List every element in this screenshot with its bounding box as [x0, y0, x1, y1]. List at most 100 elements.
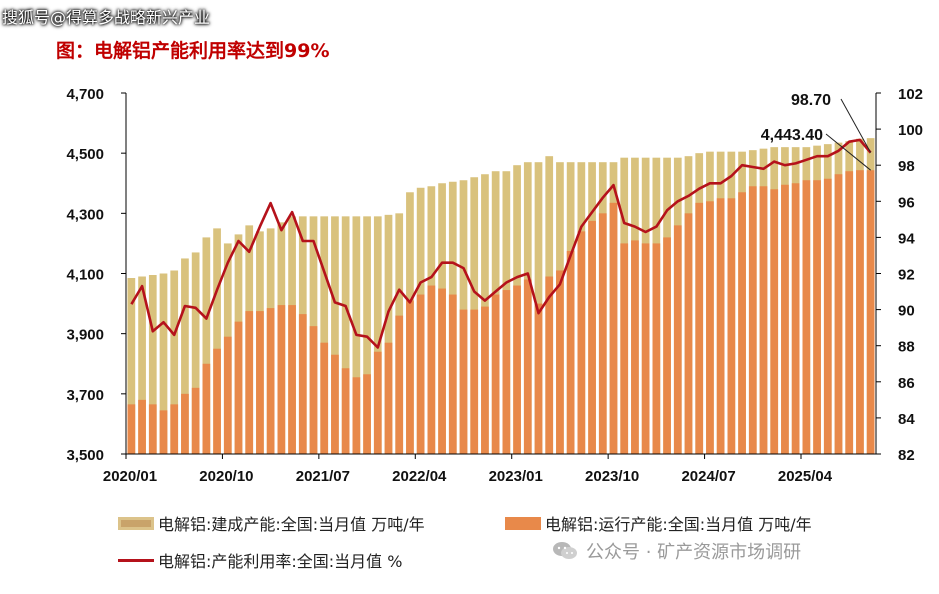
bar-running-capacity [759, 186, 768, 454]
bar-running-capacity [320, 342, 329, 454]
bar-built-capacity [320, 216, 329, 454]
left-axis-tick-label: 4,300 [66, 206, 104, 223]
legend-swatch-utilization [118, 558, 154, 562]
x-axis-tick-label: 2023/10 [585, 468, 639, 485]
bar-running-capacity [352, 377, 361, 454]
bar-running-capacity [727, 198, 736, 454]
bar-running-capacity [791, 183, 800, 454]
bar-running-capacity [416, 294, 425, 454]
bar-running-capacity [823, 178, 832, 455]
bar-running-capacity [213, 348, 221, 454]
bar-running-capacity [448, 294, 457, 454]
right-axis-tick-label: 88 [898, 339, 915, 356]
right-axis-tick-label: 84 [898, 411, 915, 428]
bar-built-capacity [213, 228, 221, 454]
left-axis-tick-label: 4,700 [66, 86, 104, 103]
left-axis-tick-label: 3,500 [66, 447, 104, 464]
legend-label-utilization: 电解铝:产能利用率:全国:当月值 % [158, 552, 403, 571]
bar-running-capacity [566, 250, 575, 454]
bar-running-capacity [202, 363, 211, 454]
bar-running-capacity [170, 404, 179, 454]
watermark: 搜狐号@得算多战略新兴产业 [2, 8, 211, 27]
bar-running-capacity [620, 243, 629, 454]
bar-running-capacity [781, 184, 789, 455]
bar-running-capacity [181, 393, 189, 454]
right-axis-tick-label: 86 [898, 375, 915, 392]
legend-swatch-running-capacity [505, 516, 541, 530]
bar-running-capacity [288, 305, 296, 454]
left-axis-tick-label: 4,500 [66, 146, 104, 163]
bar-running-capacity [438, 288, 446, 454]
bar-running-capacity [556, 270, 564, 454]
bar-running-capacity [866, 170, 875, 454]
bar-built-capacity [373, 216, 382, 454]
bar-built-capacity [384, 214, 393, 454]
bar-running-capacity [373, 351, 382, 454]
chart: 3,500 3,700 3,900 4,100 4,300 4,500 4,700 82 84 8… [66, 86, 923, 485]
bar-running-capacity [341, 368, 350, 454]
annotation-utilization-label: 98.70 [791, 92, 831, 109]
bar-running-capacity [673, 225, 682, 454]
bar-running-capacity [491, 294, 500, 454]
bar-running-capacity [127, 404, 136, 454]
bar-running-capacity [534, 303, 543, 454]
left-axis-tick-label: 4,100 [66, 267, 104, 284]
bar-built-capacity [159, 273, 168, 454]
bar-running-capacity [138, 399, 146, 454]
bar-built-capacity [191, 252, 200, 454]
bar-built-capacity [170, 270, 179, 454]
bar-running-capacity [459, 309, 468, 454]
bar-running-capacity [406, 300, 414, 454]
right-axis-tick-label: 96 [898, 194, 915, 211]
bar-running-capacity [256, 311, 264, 454]
right-axis-tick-label: 102 [898, 86, 923, 103]
right-axis-tick-label: 94 [898, 230, 915, 247]
bar-running-capacity [577, 231, 586, 454]
legend-item-running-capacity: 电解铝:运行产能:全国:当月值 万吨/年 [505, 511, 812, 535]
bar-running-capacity [223, 336, 232, 454]
wechat-watermark: 公众号 · 矿产资源市场调研 [552, 538, 801, 564]
annotation-leader-utilization [840, 98, 872, 153]
bar-running-capacity [191, 387, 200, 454]
bar-built-capacity [181, 258, 189, 454]
right-axis-tick-label: 82 [898, 447, 915, 464]
bar-running-capacity [266, 308, 275, 454]
bar-built-capacity [148, 275, 157, 454]
bar-running-capacity [631, 240, 639, 454]
bar-running-capacity [363, 374, 371, 454]
bar-running-capacity [502, 290, 511, 454]
bar-running-capacity [684, 213, 693, 454]
x-axis-tick-label: 2023/01 [489, 468, 543, 485]
bar-running-capacity [384, 342, 393, 454]
bar-running-capacity [641, 243, 650, 454]
bar-running-capacity [298, 314, 307, 454]
bar-running-capacity [695, 202, 704, 454]
legend-label-built-capacity: 电解铝:建成产能:全国:当月值 万吨/年 [158, 515, 425, 534]
x-axis-tick-label: 2022/04 [392, 468, 447, 485]
chart-title: 图：电解铝产能利用率达到99% [56, 40, 330, 62]
x-axis-tick-label: 2024/07 [681, 468, 735, 485]
left-axis-tick-label: 3,700 [66, 387, 104, 404]
bar-running-capacity [523, 279, 532, 454]
bar-running-capacity [277, 305, 286, 454]
annotation-running-capacity-label: 4,443.40 [761, 127, 823, 144]
legend-item-built-capacity: 电解铝:建成产能:全国:当月值 万吨/年 [118, 511, 425, 535]
bar-running-capacity [427, 285, 436, 454]
right-axis-tick-label: 92 [898, 267, 915, 284]
right-axis-tick-label: 90 [898, 303, 915, 320]
bar-built-capacity [341, 216, 350, 454]
bar-running-capacity [802, 180, 811, 454]
x-axis-tick-label: 2020/01 [103, 468, 157, 485]
bar-running-capacity [609, 202, 618, 454]
bar-running-capacity [395, 315, 404, 454]
right-axis-tick-label: 100 [898, 122, 923, 139]
bar-running-capacity [856, 170, 864, 454]
bar-running-capacity [159, 410, 168, 454]
bar-running-capacity [481, 306, 489, 454]
bar-running-capacity [716, 198, 725, 454]
legend-item-utilization: 电解铝:产能利用率:全国:当月值 % [118, 548, 402, 572]
bar-built-capacity [202, 237, 211, 454]
bar-running-capacity [148, 404, 157, 454]
bar-running-capacity [845, 171, 854, 454]
wechat-icon [552, 541, 578, 561]
